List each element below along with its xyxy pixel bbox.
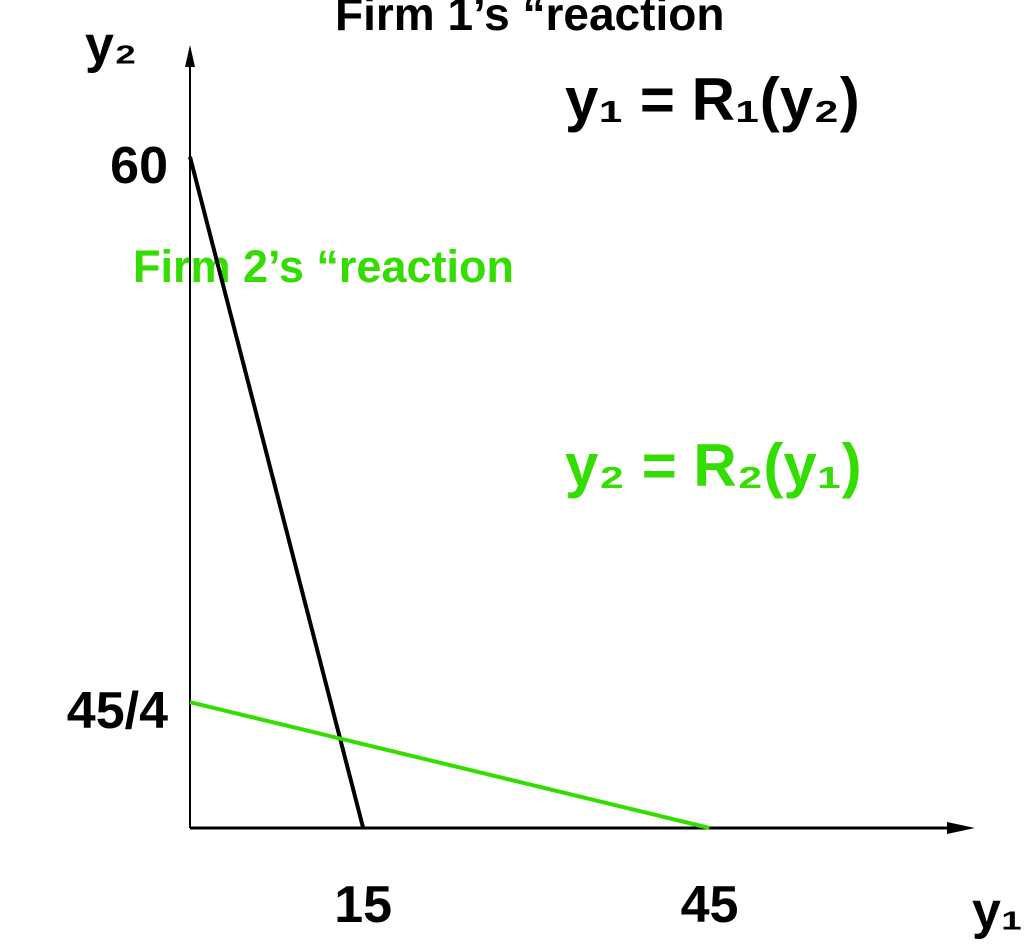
equation: y₂ = R₂(y₁)	[565, 432, 862, 499]
y-axis-arrow	[185, 45, 195, 67]
x-tick-label: 45	[681, 876, 739, 934]
equation: y₁ = R₁(y₂)	[565, 66, 860, 133]
x-tick-label: 15	[334, 876, 392, 934]
x-axis-label: y₁	[972, 882, 1022, 940]
y-axis-label: y₂	[85, 16, 137, 74]
x-axis-arrow	[947, 822, 975, 834]
reaction-curve	[188, 156, 366, 829]
y-tick-label: 45/4	[67, 682, 168, 740]
chart-title: Firm 1’s “reaction	[335, 0, 724, 40]
y-tick-label: 60	[110, 137, 168, 195]
reaction-curve	[189, 700, 710, 830]
subtitle: Firm 2’s “reaction	[133, 241, 514, 292]
